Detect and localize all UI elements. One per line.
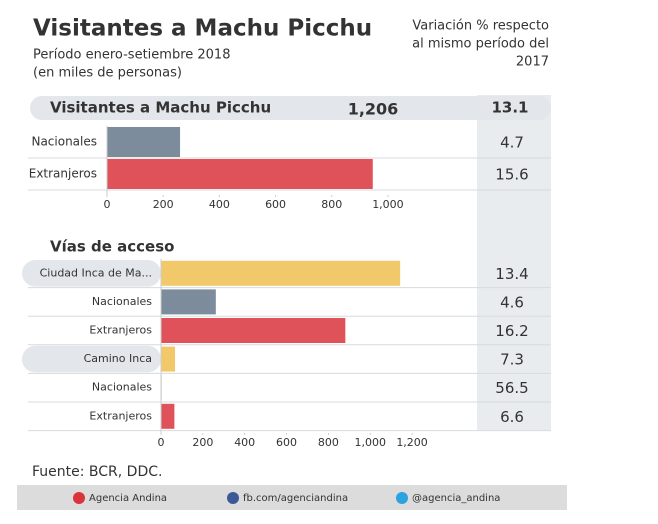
x-tick-label: 200 xyxy=(153,198,174,211)
bar xyxy=(107,159,373,189)
total-label: 1,206 xyxy=(348,100,399,119)
category-label: Extranjeros xyxy=(29,167,97,181)
bar xyxy=(161,318,346,343)
x-tick-label: 800 xyxy=(321,198,342,211)
variation-header: Variación % respecto xyxy=(412,19,549,34)
x-tick-label: 800 xyxy=(318,436,339,449)
twitter-icon xyxy=(396,492,408,504)
x-tick-label: 400 xyxy=(234,436,255,449)
x-tick-label: 1,000 xyxy=(354,436,386,449)
x-tick-label: 0 xyxy=(158,436,165,449)
variation-label: 13.1 xyxy=(491,99,528,117)
variation-label: 16.2 xyxy=(495,322,528,340)
x-tick-label: 600 xyxy=(276,436,297,449)
variation-column xyxy=(477,95,551,430)
section-title: Vías de acceso xyxy=(50,238,174,256)
x-tick-label: 1,000 xyxy=(372,198,404,211)
bar xyxy=(107,127,181,157)
variation-label: 7.3 xyxy=(500,351,524,369)
subtitle: Período enero-setiembre 2018 xyxy=(33,48,230,63)
category-label: Nacionales xyxy=(31,135,97,149)
variation-label: 6.6 xyxy=(500,408,524,426)
bar xyxy=(161,403,175,429)
category-label: Camino Inca xyxy=(84,352,152,365)
andina-icon xyxy=(73,492,85,504)
category-label: Ciudad Inca de Ma... xyxy=(40,266,152,279)
footer-text[interactable]: @agencia_andina xyxy=(412,493,500,504)
category-label: Nacionales xyxy=(92,381,152,394)
x-tick-label: 200 xyxy=(192,436,213,449)
variation-label: 13.4 xyxy=(495,265,528,283)
x-tick-label: 600 xyxy=(265,198,286,211)
category-label: Extranjeros xyxy=(89,324,152,337)
row-highlight xyxy=(22,345,161,373)
bar xyxy=(161,346,176,372)
variation-label: 56.5 xyxy=(495,379,528,397)
x-tick-label: 0 xyxy=(104,198,111,211)
variation-label: 4.6 xyxy=(500,293,524,311)
footer-text[interactable]: fb.com/agenciandina xyxy=(243,493,348,504)
category-label: Nacionales xyxy=(92,295,152,308)
variation-header: al mismo período del xyxy=(412,37,549,52)
footer-text[interactable]: Agencia Andina xyxy=(89,493,167,504)
variation-label: 4.7 xyxy=(500,134,524,152)
row-highlight xyxy=(22,260,161,287)
facebook-icon xyxy=(227,492,239,504)
x-tick-label: 1,200 xyxy=(396,436,428,449)
bar xyxy=(161,289,216,315)
x-tick-label: 400 xyxy=(209,198,230,211)
bar xyxy=(161,260,401,286)
subtitle: (en miles de personas) xyxy=(33,66,182,81)
header-pill xyxy=(30,96,551,120)
footer-bar xyxy=(17,485,567,510)
variation-header: 2017 xyxy=(516,55,549,70)
title: Visitantes a Machu Picchu xyxy=(33,16,372,42)
category-label: Extranjeros xyxy=(89,409,152,422)
source: Fuente: BCR, DDC. xyxy=(32,464,162,480)
variation-label: 15.6 xyxy=(495,166,528,184)
section-title: Visitantes a Machu Picchu xyxy=(50,99,271,117)
